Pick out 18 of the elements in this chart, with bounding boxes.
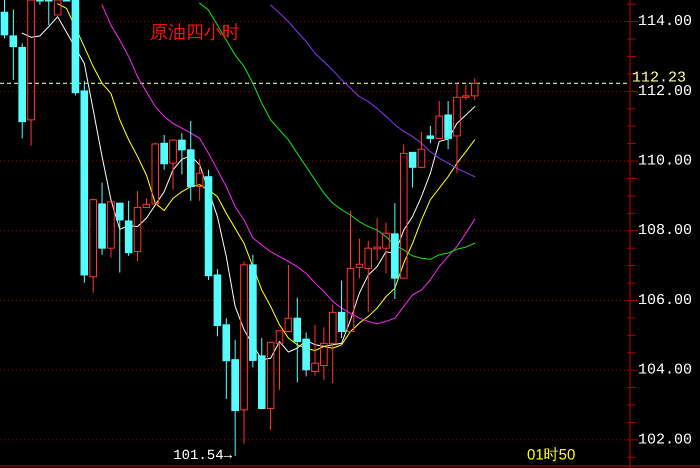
candlestick — [391, 202, 399, 300]
candlestick — [98, 182, 106, 256]
y-tick-label: 102.00 — [638, 431, 692, 448]
candlestick — [338, 280, 346, 339]
candlestick — [196, 158, 204, 202]
candlestick — [426, 125, 434, 144]
y-tick-label: 114.00 — [638, 13, 692, 30]
candlestick — [124, 200, 132, 256]
y-tick-label: 104.00 — [638, 362, 692, 379]
text: 原油四小时 — [150, 22, 240, 43]
y-tick-label: 106.00 — [638, 292, 692, 309]
candlestick — [18, 42, 26, 139]
annotation: 101.54→ — [173, 448, 233, 464]
y-tick-label: 110.00 — [638, 152, 692, 170]
y-tick-label: 108.00 — [638, 222, 692, 240]
candlestick — [10, 8, 18, 80]
annotation: 01时50 — [527, 446, 576, 464]
candlestick — [444, 100, 452, 150]
